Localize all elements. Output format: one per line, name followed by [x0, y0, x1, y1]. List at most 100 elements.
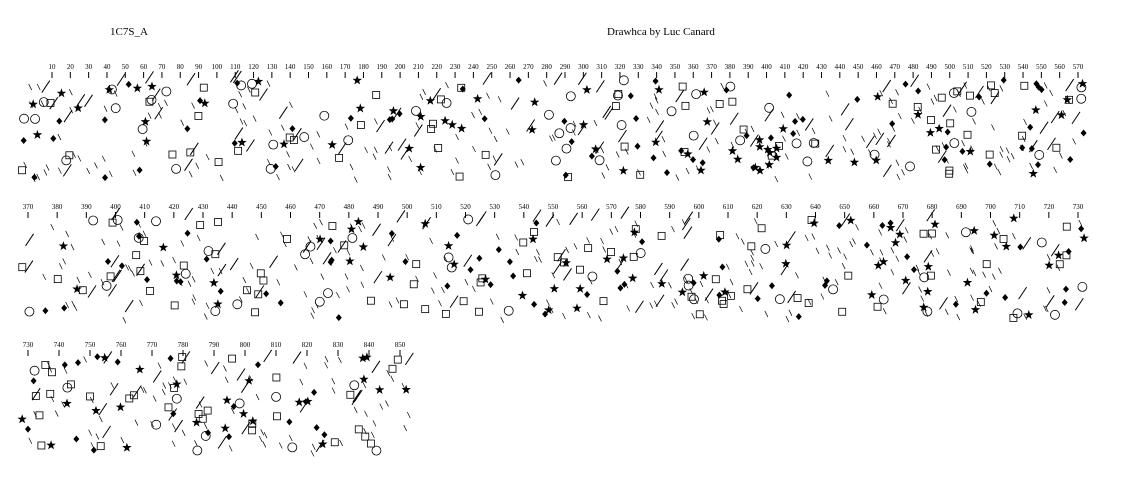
residue-circle [61, 155, 72, 166]
threonine-square [530, 228, 538, 236]
cluster-edge [101, 155, 106, 162]
glycine-diamond [902, 80, 909, 88]
threonine-square [330, 438, 339, 447]
glycine-diamond [1062, 285, 1069, 293]
proline-star [172, 379, 182, 389]
cluster-edge [587, 311, 591, 319]
position-label: 420 [169, 203, 180, 211]
cluster-edge [360, 264, 364, 272]
cluster-edge [828, 115, 833, 122]
cluster-edge [387, 173, 392, 181]
cluster-edge [954, 295, 959, 303]
proline-star [447, 119, 457, 129]
cluster-edge [780, 111, 785, 118]
position-label: 470 [314, 203, 325, 211]
cluster-edge [162, 382, 167, 389]
threonine-square [715, 100, 724, 108]
residue-circle [236, 80, 247, 91]
cluster-edge [695, 165, 700, 172]
position-label: 550 [548, 203, 559, 211]
glycine-diamond [767, 134, 774, 142]
cluster-edge [316, 237, 326, 251]
position-label: 250 [486, 63, 497, 71]
cluster-edge [605, 164, 610, 171]
proline-star [582, 84, 592, 94]
threonine-square [728, 97, 737, 106]
glycine-diamond [515, 76, 522, 84]
cluster-edge [497, 96, 502, 103]
cluster-edge [405, 254, 409, 261]
cluster-edge [749, 282, 759, 295]
cluster-edge [970, 247, 975, 255]
cluster-edge [242, 103, 247, 110]
proline-star [56, 88, 67, 98]
glycine-diamond [863, 241, 870, 249]
cluster-edge [970, 294, 974, 301]
cluster-edge [804, 118, 814, 131]
threonine-square [743, 285, 752, 294]
residue-circle [1050, 309, 1060, 320]
threonine-square [346, 390, 355, 399]
threonine-square [963, 130, 972, 139]
cluster-edge [1046, 254, 1051, 261]
cluster-edge [963, 164, 967, 171]
cluster-edge [618, 258, 623, 266]
cluster-edge [895, 159, 900, 166]
threonine-square [599, 297, 608, 306]
cluster-edge [315, 439, 325, 453]
glycine-diamond [795, 313, 802, 321]
position-label: 290 [560, 63, 571, 71]
residue-circle [133, 232, 144, 243]
position-label: 80 [177, 63, 185, 71]
threonine-square [999, 234, 1008, 243]
cluster-edge [1029, 162, 1033, 170]
cluster-edge [31, 387, 41, 401]
residue-circle [347, 233, 358, 243]
threonine-square [844, 271, 853, 280]
proline-star [147, 81, 157, 91]
cluster-edge [844, 117, 854, 131]
cluster-edge [947, 269, 951, 276]
proline-star [171, 270, 182, 280]
cluster-edge [404, 352, 414, 366]
glycine-diamond [205, 429, 212, 437]
cluster-edge [413, 124, 423, 137]
residue-circle [594, 155, 605, 166]
cluster-edge [246, 139, 255, 152]
cluster-edge [841, 213, 851, 226]
cluster-edge [124, 299, 134, 313]
residue-circle [554, 128, 565, 139]
residue-circle [551, 155, 561, 166]
cluster-edge [109, 383, 119, 396]
cluster-edge [683, 226, 693, 239]
glycine-diamond [277, 299, 284, 307]
cluster-edge [403, 424, 407, 432]
glycine-diamond [133, 218, 140, 226]
cluster-edge [173, 376, 177, 383]
glycine-diamond [388, 230, 395, 238]
residue-circle [151, 216, 161, 227]
cluster-edge [822, 276, 827, 283]
cluster-edge [154, 106, 164, 120]
residue-circle [210, 306, 221, 316]
cluster-edge [384, 141, 394, 154]
cluster-edge [196, 234, 201, 242]
position-label: 780 [178, 341, 189, 349]
cluster-edge [675, 174, 680, 181]
position-label: 500 [402, 203, 413, 211]
cluster-edge [972, 269, 977, 277]
cluster-edge [850, 148, 855, 156]
position-label: 610 [723, 203, 734, 211]
proline-star [720, 287, 730, 297]
cluster-edge [992, 273, 996, 280]
threonine-square [711, 275, 720, 284]
cluster-edge [764, 310, 769, 318]
cluster-edge [875, 132, 885, 146]
proline-star [415, 162, 426, 172]
cluster-edge [654, 97, 659, 104]
position-label: 380 [52, 203, 63, 211]
residue-circle [1034, 150, 1045, 160]
cluster-edge [653, 262, 663, 276]
residue-circle [561, 143, 572, 154]
